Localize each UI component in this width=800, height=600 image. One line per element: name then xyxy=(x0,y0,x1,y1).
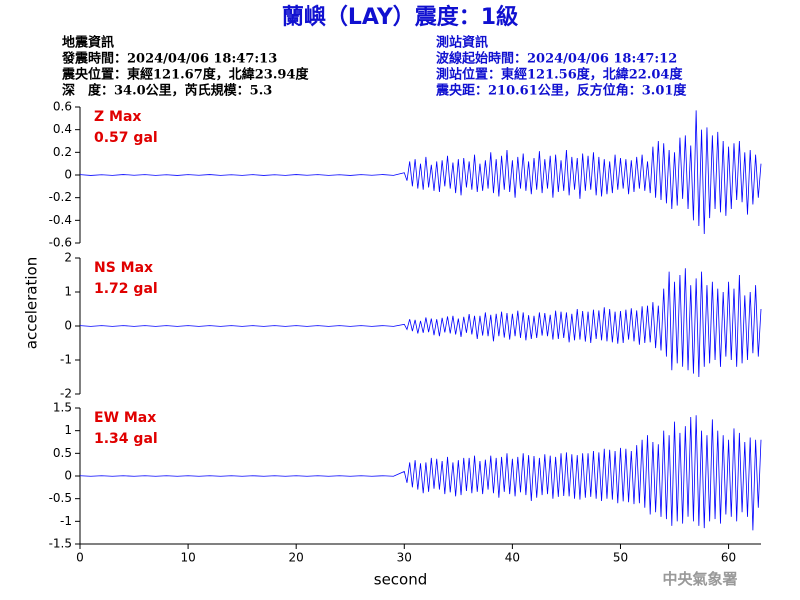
y-tick-label: 0.5 xyxy=(53,446,72,460)
peak-name: EW Max xyxy=(94,410,156,426)
x-tick-label: 60 xyxy=(721,551,736,565)
title: 蘭嶼（LAY）震度：1級 xyxy=(282,4,518,30)
y-tick-label: 2 xyxy=(64,251,72,265)
info-right: 測站資訊 xyxy=(436,35,488,51)
y-tick-label: -0.2 xyxy=(49,190,72,204)
y-tick-label: -1 xyxy=(60,514,72,528)
peak-name: NS Max xyxy=(94,260,153,276)
y-tick-label: 0.2 xyxy=(53,145,72,159)
y-tick-label: 1 xyxy=(64,285,72,299)
y-tick-label: -1.5 xyxy=(49,537,72,551)
y-tick-label: -0.5 xyxy=(49,491,72,505)
info-right: 波線起始時間：2024/04/06 18:47:12 xyxy=(436,51,677,67)
x-tick-label: 30 xyxy=(397,551,412,565)
y-tick-label: -1 xyxy=(60,353,72,367)
info-right: 測站位置：東經121.56度，北緯22.04度 xyxy=(436,67,683,83)
y-tick-label: 0 xyxy=(64,168,72,182)
x-tick-label: 20 xyxy=(289,551,304,565)
peak-value: 0.57 gal xyxy=(94,130,158,146)
peak-name: Z Max xyxy=(94,109,141,125)
y-axis-label: acceleration xyxy=(23,257,41,349)
x-tick-label: 40 xyxy=(505,551,520,565)
y-tick-label: 1 xyxy=(64,423,72,437)
waveform xyxy=(79,110,762,234)
info-left: 震央位置：東經121.67度，北緯23.94度 xyxy=(61,67,309,83)
waveform xyxy=(79,415,762,531)
y-tick-label: 0 xyxy=(64,319,72,333)
y-tick-label: 0.6 xyxy=(53,100,72,114)
y-tick-label: 1.5 xyxy=(53,401,72,415)
y-tick-label: -2 xyxy=(60,387,72,401)
y-tick-label: -0.4 xyxy=(49,213,72,227)
info-left: 深 度：34.0公里，芮氏規模：5.3 xyxy=(62,83,272,99)
x-axis-label: second xyxy=(374,571,428,589)
y-tick-label: -0.6 xyxy=(49,236,72,250)
x-tick-label: 50 xyxy=(613,551,628,565)
y-tick-label: 0 xyxy=(64,469,72,483)
y-tick-label: 0.4 xyxy=(53,122,72,136)
peak-value: 1.34 gal xyxy=(94,431,158,447)
info-left: 地震資訊 xyxy=(62,35,114,51)
x-tick-label: 0 xyxy=(76,551,84,565)
info-right: 震央距：210.61公里，反方位角：3.01度 xyxy=(435,83,687,99)
info-left: 發震時間：2024/04/06 18:47:13 xyxy=(61,51,277,67)
x-tick-label: 10 xyxy=(180,551,195,565)
peak-value: 1.72 gal xyxy=(94,281,158,297)
waveform xyxy=(79,268,762,378)
credit: 中央氣象署 xyxy=(662,570,737,588)
